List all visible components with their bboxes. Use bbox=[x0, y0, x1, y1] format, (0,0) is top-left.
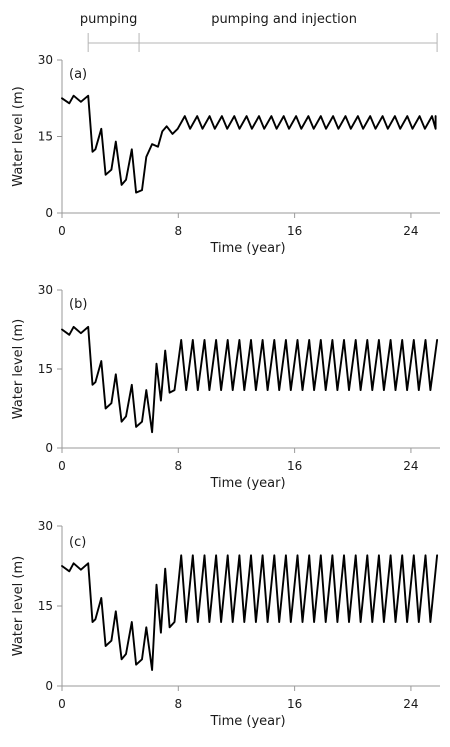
water-level-series-line bbox=[61, 554, 439, 671]
x-tick-label: 16 bbox=[287, 697, 302, 711]
water-level-series-line bbox=[61, 94, 437, 194]
y-axis-label: Water level (m) bbox=[11, 86, 26, 186]
y-axis-label: Water level (m) bbox=[11, 556, 26, 656]
y-tick-label: 30 bbox=[38, 519, 53, 533]
y-tick-label: 15 bbox=[38, 362, 53, 376]
x-tick-label: 8 bbox=[174, 224, 182, 238]
x-tick-label: 8 bbox=[174, 459, 182, 473]
x-tick-label: 24 bbox=[403, 224, 418, 238]
panel-label-c: (c) bbox=[69, 535, 86, 550]
phase-timeline: pumping pumping and injection bbox=[80, 12, 438, 52]
panel-label-a: (a) bbox=[69, 67, 87, 82]
x-tick-label: 0 bbox=[58, 459, 66, 473]
chart-panel-a: 0 15 30 0 8 16 24 Time (year) Water level (m) (a) bbox=[11, 53, 440, 256]
x-tick-label: 0 bbox=[58, 697, 66, 711]
x-tick-label: 0 bbox=[58, 224, 66, 238]
x-axis-label: Time (year) bbox=[209, 476, 285, 491]
y-tick-label: 30 bbox=[38, 53, 53, 67]
x-tick-label: 16 bbox=[287, 459, 302, 473]
chart-panel-c: 0 15 30 0 8 16 24 Time (year) Water level (m) (c) bbox=[11, 519, 440, 729]
water-level-series-line bbox=[61, 325, 439, 434]
x-tick-label: 24 bbox=[403, 459, 418, 473]
y-axis-label: Water level (m) bbox=[11, 319, 26, 419]
x-tick-label: 16 bbox=[287, 224, 302, 238]
x-tick-label: 24 bbox=[403, 697, 418, 711]
y-tick-label: 30 bbox=[38, 283, 53, 297]
chart-panel-b: 0 15 30 0 8 16 24 Time (year) Water level (m) (b) bbox=[11, 283, 440, 491]
phase-label: pumping bbox=[80, 12, 138, 27]
panel-label-b: (b) bbox=[69, 297, 87, 312]
y-tick-label: 0 bbox=[45, 206, 53, 220]
phase-label: pumping and injection bbox=[211, 12, 357, 27]
x-tick-label: 8 bbox=[174, 697, 182, 711]
y-tick-label: 15 bbox=[38, 130, 53, 144]
y-tick-label: 0 bbox=[45, 441, 53, 455]
x-axis-label: Time (year) bbox=[209, 714, 285, 729]
x-axis-label: Time (year) bbox=[209, 241, 285, 256]
y-tick-label: 15 bbox=[38, 599, 53, 613]
y-tick-label: 0 bbox=[45, 679, 53, 693]
